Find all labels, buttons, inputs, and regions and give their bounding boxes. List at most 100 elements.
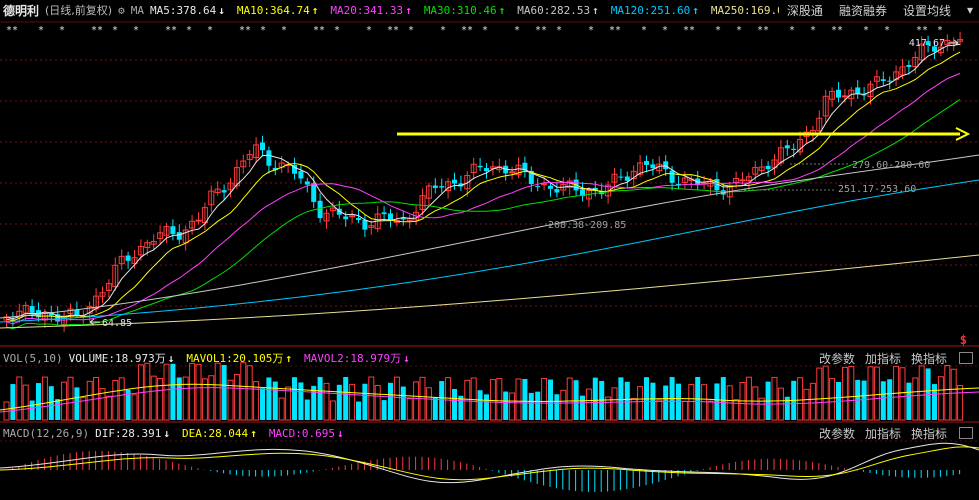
menu-hk-connect[interactable]: 深股通 [786,3,823,18]
macd-item-arrow-icon-1: ↑ [250,426,257,440]
ma-item-text-0: MA5:378.64 [149,3,217,17]
candle-body [163,226,170,236]
volume-bar [688,383,695,421]
chevron-down-icon[interactable]: ▾ [966,3,973,17]
event-marker-icon[interactable]: * [38,25,44,36]
dollar-marker[interactable]: $ [959,333,967,347]
candle-body [925,41,931,45]
candle-body [681,177,688,183]
event-marker-icon[interactable]: * [112,25,118,36]
volume-bar [195,363,202,421]
event-marker-icon[interactable]: ** [6,25,18,36]
event-marker-icon[interactable]: * [884,25,890,36]
event-marker-icon[interactable]: * [641,25,647,36]
event-marker-icon[interactable]: * [810,25,816,36]
volume-bar [707,400,714,421]
event-marker-icon[interactable]: * [260,25,266,36]
candle-body [445,181,452,192]
vol-item-text-2: MAVOL2:18.979万 [304,352,402,365]
candle-body [932,46,937,52]
stock-name[interactable]: 德明利 [3,3,40,18]
candle-body [528,170,534,185]
vol-add-indicator-button[interactable]: 加指标 [864,351,901,366]
volume-bar [554,394,560,420]
candle-body [644,161,649,165]
event-marker-icon[interactable]: ** [313,25,325,36]
event-marker-icon[interactable]: ** [461,25,473,36]
event-marker-icon[interactable]: ** [239,25,251,36]
macd-window-icon[interactable] [959,427,973,439]
menu-set-ma[interactable]: 设置均线 [902,3,951,18]
macd-item-text-0: DIF:28.391 [95,426,162,440]
event-marker-icon[interactable]: ** [535,25,547,36]
event-marker-icon[interactable]: ** [683,25,695,36]
volume-bar [246,365,253,421]
event-marker-icon[interactable]: ** [165,25,177,36]
volume-bar [848,366,855,421]
event-marker-icon[interactable]: * [440,25,446,36]
candle-body [861,94,867,96]
volume-bar [585,388,592,421]
trendline-arrow-icon [955,127,971,141]
ma-item-text-1: MA10:364.74 [236,3,310,17]
volume-buttons: 改参数 加指标 换指标 [819,350,947,366]
macd-change-params-button[interactable]: 改参数 [818,426,855,441]
event-marker-icon[interactable]: * [514,25,520,36]
event-marker-icon[interactable]: ** [916,25,928,36]
volume-bar [957,385,964,421]
candle-body [150,240,157,245]
volume-bar [887,379,893,420]
settings-icon[interactable]: ⚙ [118,3,125,17]
volume-bar [221,365,227,420]
event-marker-icon[interactable]: ** [609,25,621,36]
macd-switch-indicator-button[interactable]: 换指标 [910,426,947,441]
macd-add-indicator-button[interactable]: 加指标 [864,426,901,441]
event-marker-icon[interactable]: * [588,25,594,36]
ma-item-text-5: MA120:251.60 [610,3,691,17]
event-marker-icon[interactable]: ** [831,25,843,36]
candle-body [137,246,144,256]
event-marker-icon[interactable]: * [715,25,721,36]
volume-bar [758,397,765,421]
candle-body [630,170,637,180]
ma-item-arrow-icon-4: ↑ [592,3,599,17]
event-marker-icon[interactable]: ** [91,25,103,36]
volume-bar [272,381,278,420]
menu-margin-trading[interactable]: 融资融券 [838,3,887,18]
event-marker-icon[interactable]: * [736,25,742,36]
vol-window-icon[interactable] [959,352,973,364]
event-marker-icon[interactable]: * [281,25,287,36]
event-marker-icon[interactable]: * [789,25,795,36]
event-marker-icon[interactable]: * [59,25,65,36]
candle-body [201,207,208,224]
event-marker-icon[interactable]: ** [757,25,769,36]
macd-header: MACD(12,26,9) DIF:28.391 ↓ DEA:28.044 ↑ MACD… [0,425,362,441]
dea-line [0,446,979,481]
event-marker-icon[interactable]: * [937,25,943,36]
candle-body [464,174,471,190]
event-marker-icon[interactable]: * [863,25,869,36]
candle-body [329,207,336,212]
event-marker-icon[interactable]: * [133,25,139,36]
vol-item-text-1: MAVOL1:20.105万 [186,352,284,365]
ma-item-text-3: MA30:310.46 [423,3,497,17]
event-marker-icon[interactable]: * [482,25,488,36]
volume-bar [573,380,579,420]
event-marker-icon[interactable]: * [662,25,668,36]
event-marker-icon[interactable]: * [207,25,213,36]
event-marker-icon[interactable]: * [556,25,562,36]
event-marker-icon[interactable]: * [334,25,340,36]
volume-bar [329,400,336,421]
volume-bar [841,366,848,421]
candle-body [906,64,912,67]
event-marker-icon[interactable]: * [408,25,414,36]
volume-bar [323,382,330,421]
event-marker-icon[interactable]: * [366,25,372,36]
vol-item-arrow-icon-0: ↓ [167,352,175,365]
event-marker-icon[interactable]: ** [387,25,399,36]
vol-switch-indicator-button[interactable]: 换指标 [910,351,947,366]
volume-bar [285,386,292,421]
event-marker-icon[interactable]: * [186,25,192,36]
vol-change-params-button[interactable]: 改参数 [818,351,855,366]
